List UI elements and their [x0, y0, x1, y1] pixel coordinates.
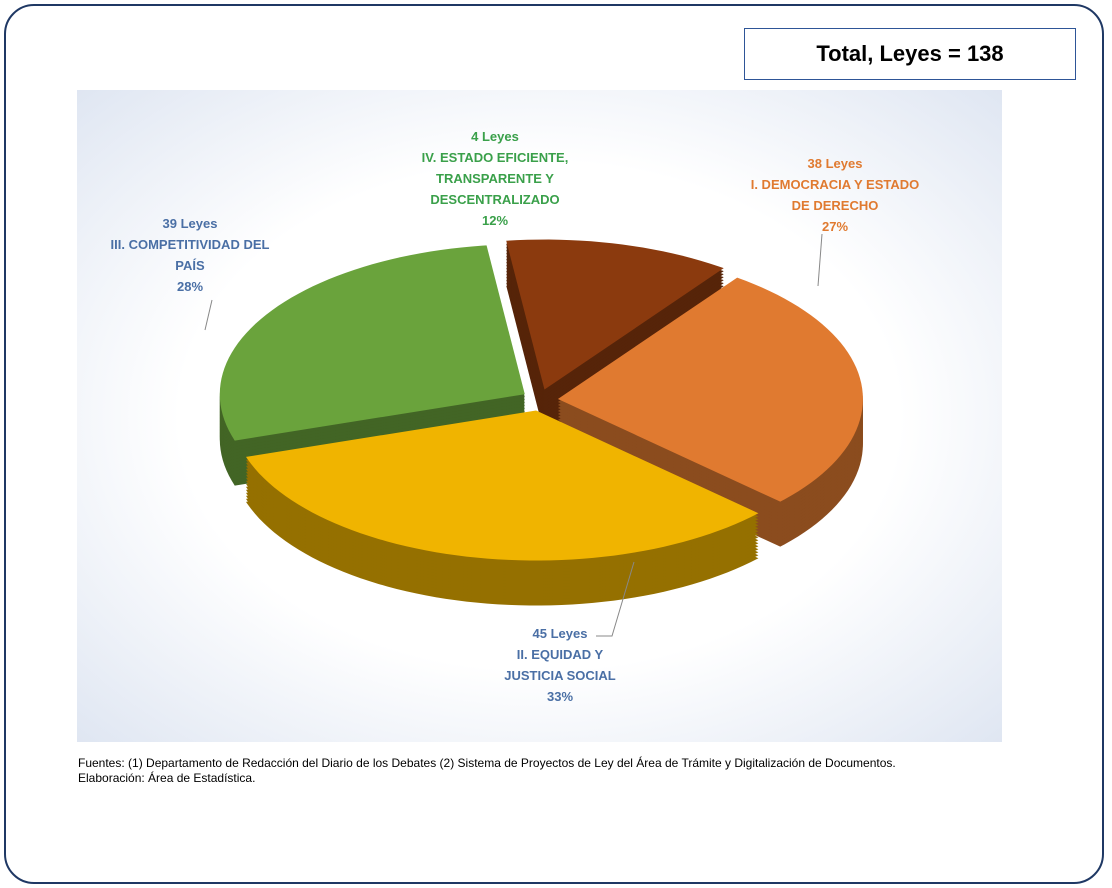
- value-label: 12%: [481, 213, 509, 228]
- note: Elaboración: Área de Estadística.: [78, 771, 256, 785]
- leader-line: [596, 561, 635, 637]
- slice-label: 45 Leyes II. EQUIDAD Y JUSTICIA SOCIAL 3…: [490, 623, 630, 707]
- slice: [506, 239, 724, 390]
- slice-label: 38 Leyes I. DEMOCRACIA Y ESTADO DE DEREC…: [745, 153, 925, 237]
- category-label: III. COMPETITIVIDAD DEL PAÍS: [110, 237, 270, 273]
- value-label: 27%: [821, 219, 849, 234]
- leader-line: [204, 299, 213, 331]
- slice-label: 39 Leyes III. COMPETITIVIDAD DEL PAÍS 28…: [110, 213, 270, 297]
- count-label: 4 Leyes: [471, 129, 519, 144]
- note: Fuentes: (1) Departamento de Redacción d…: [78, 756, 896, 770]
- count-label: 38 Leyes: [807, 156, 863, 171]
- slice: [219, 245, 525, 441]
- count-label: 45 Leyes: [532, 626, 588, 641]
- category-label: II. EQUIDAD Y JUSTICIA SOCIAL: [504, 647, 616, 683]
- leader-line: [817, 233, 823, 287]
- total-box: Total, Leyes = 138: [744, 28, 1076, 80]
- slice-label: 4 Leyes IV. ESTADO EFICIENTE, TRANSPAREN…: [395, 126, 595, 231]
- slice: [557, 277, 863, 502]
- slice: [246, 410, 759, 561]
- category-label: IV. ESTADO EFICIENTE, TRANSPARENTE Y DES…: [421, 150, 569, 207]
- source-notes: Fuentes: (1) Departamento de Redacción d…: [78, 756, 998, 786]
- value-label: 28%: [176, 279, 204, 294]
- frame: [4, 4, 1104, 884]
- value-label: 33%: [546, 689, 574, 704]
- count-label: 39 Leyes: [162, 216, 218, 231]
- category-label: I. DEMOCRACIA Y ESTADO DE DERECHO: [750, 177, 920, 213]
